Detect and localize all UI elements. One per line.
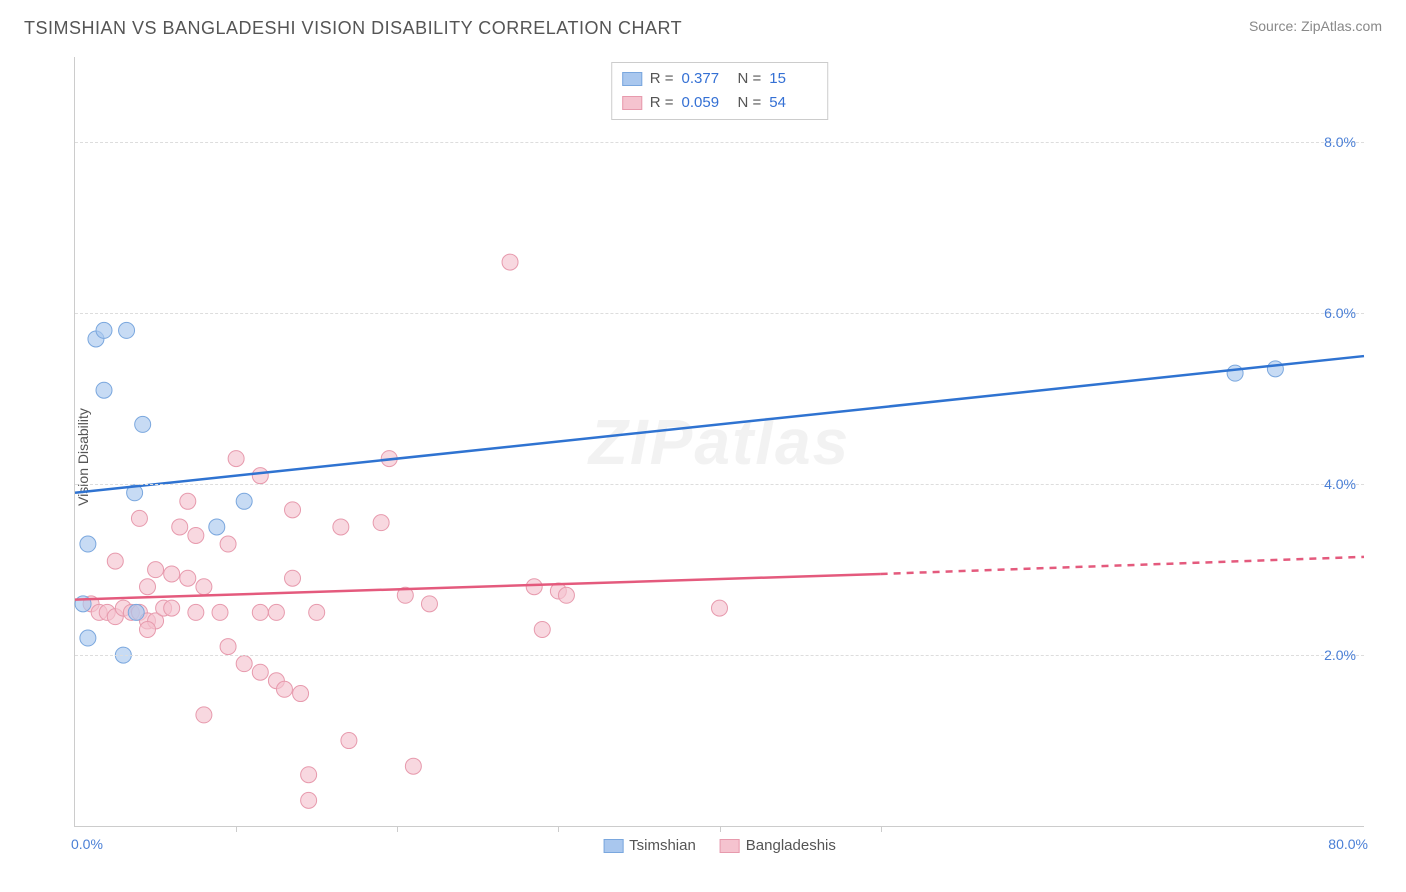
data-point — [140, 621, 156, 637]
legend-item-tsimshian: Tsimshian — [603, 837, 696, 854]
data-point — [558, 587, 574, 603]
data-point — [196, 707, 212, 723]
trend-line — [75, 356, 1364, 493]
data-point — [228, 451, 244, 467]
data-point — [252, 604, 268, 620]
chart-container: TSIMSHIAN VS BANGLADESHI VISION DISABILI… — [0, 0, 1406, 892]
legend-label-tsimshian: Tsimshian — [629, 837, 696, 854]
legend-series: Tsimshian Bangladeshis — [603, 837, 836, 854]
x-tick-mark — [397, 826, 398, 832]
swatch-tsimshian-2 — [603, 839, 623, 853]
data-point — [236, 656, 252, 672]
data-point — [252, 664, 268, 680]
data-point — [212, 604, 228, 620]
data-point — [180, 570, 196, 586]
data-point — [301, 792, 317, 808]
data-point — [140, 579, 156, 595]
chart-svg — [75, 57, 1364, 826]
data-point — [373, 515, 389, 531]
data-point — [534, 621, 550, 637]
chart-source: Source: ZipAtlas.com — [1249, 18, 1382, 34]
y-tick-label: 6.0% — [1324, 305, 1356, 321]
data-point — [220, 536, 236, 552]
data-point — [220, 639, 236, 655]
data-point — [236, 493, 252, 509]
data-point — [285, 502, 301, 518]
data-point — [293, 686, 309, 702]
data-point — [188, 604, 204, 620]
data-point — [502, 254, 518, 270]
data-point — [712, 600, 728, 616]
x-axis-label-max: 80.0% — [1328, 836, 1368, 852]
x-tick-mark — [720, 826, 721, 832]
data-point — [405, 758, 421, 774]
data-point — [135, 416, 151, 432]
source-label: Source: — [1249, 18, 1301, 34]
data-point — [333, 519, 349, 535]
chart-wrap: Vision Disability ZIPatlas R = 0.377 N =… — [24, 47, 1382, 867]
data-point — [526, 579, 542, 595]
x-tick-mark — [881, 826, 882, 832]
gridline-h — [75, 484, 1364, 485]
data-point — [188, 527, 204, 543]
data-point — [285, 570, 301, 586]
x-tick-mark — [558, 826, 559, 832]
data-point — [341, 733, 357, 749]
data-point — [96, 382, 112, 398]
data-point — [421, 596, 437, 612]
data-point — [196, 579, 212, 595]
gridline-h — [75, 655, 1364, 656]
data-point — [164, 600, 180, 616]
legend-label-bangladeshis: Bangladeshis — [746, 837, 836, 854]
trend-line — [881, 557, 1364, 574]
data-point — [301, 767, 317, 783]
data-point — [309, 604, 325, 620]
data-point — [128, 604, 144, 620]
data-point — [276, 681, 292, 697]
data-point — [80, 630, 96, 646]
data-point — [148, 562, 164, 578]
data-point — [252, 468, 268, 484]
data-point — [172, 519, 188, 535]
data-point — [180, 493, 196, 509]
x-tick-mark — [236, 826, 237, 832]
y-tick-label: 2.0% — [1324, 647, 1356, 663]
legend-item-bangladeshis: Bangladeshis — [720, 837, 836, 854]
data-point — [209, 519, 225, 535]
chart-header: TSIMSHIAN VS BANGLADESHI VISION DISABILI… — [24, 18, 1382, 39]
gridline-h — [75, 142, 1364, 143]
plot-area: ZIPatlas R = 0.377 N = 15 R = 0.059 N = … — [74, 57, 1364, 827]
y-tick-label: 4.0% — [1324, 476, 1356, 492]
data-point — [131, 510, 147, 526]
source-value: ZipAtlas.com — [1301, 18, 1382, 34]
data-point — [80, 536, 96, 552]
chart-title: TSIMSHIAN VS BANGLADESHI VISION DISABILI… — [24, 18, 682, 39]
data-point — [119, 322, 135, 338]
swatch-bangladeshis-2 — [720, 839, 740, 853]
data-point — [96, 322, 112, 338]
x-axis-label-min: 0.0% — [71, 836, 103, 852]
data-point — [1267, 361, 1283, 377]
gridline-h — [75, 313, 1364, 314]
data-point — [268, 604, 284, 620]
data-point — [164, 566, 180, 582]
data-point — [1227, 365, 1243, 381]
data-point — [107, 553, 123, 569]
y-tick-label: 8.0% — [1324, 134, 1356, 150]
